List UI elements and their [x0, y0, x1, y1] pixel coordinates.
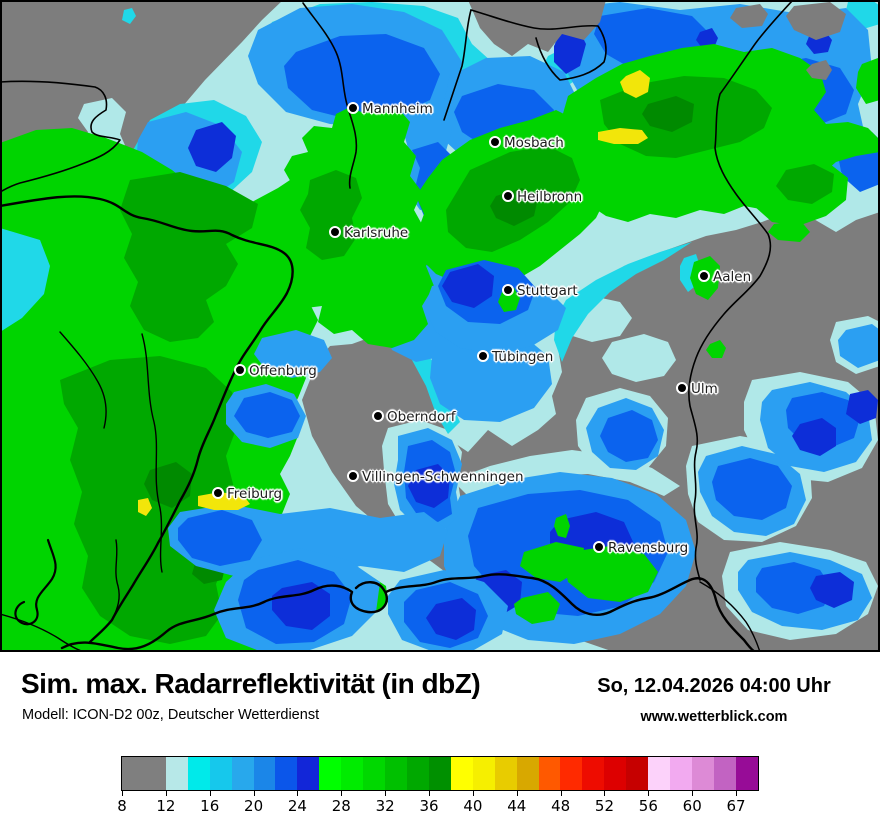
legend-tickmark-60	[692, 791, 694, 796]
legend-tickmark-67	[736, 791, 738, 796]
legend-ticklabel-48: 48	[551, 797, 571, 815]
city-dot-offenburg	[234, 364, 246, 376]
city-dot-ulm	[676, 382, 688, 394]
legend-ticklabel-8: 8	[117, 797, 127, 815]
legend-ticklabel-44: 44	[507, 797, 527, 815]
city-dot-heilbronn	[502, 190, 514, 202]
legend-ticklabel-16: 16	[200, 797, 220, 815]
radar-map: Mannheim Mosbach Heilbronn Karlsruhe Stuttga…	[0, 0, 880, 652]
city-dot-oberndorf	[372, 410, 384, 422]
legend-color-bar	[121, 756, 759, 791]
city-label-heilbronn: Heilbronn	[517, 188, 583, 205]
legend-segment-16	[494, 757, 517, 790]
legend-segment-8	[319, 757, 342, 790]
legend-segment-17	[516, 757, 539, 790]
legend-segment-10	[363, 757, 386, 790]
legend-segment-27	[735, 757, 758, 790]
city-dot-karlsruhe	[329, 226, 341, 238]
website-url: www.wetterblick.com	[640, 709, 788, 725]
legend-tickmark-56	[648, 791, 650, 796]
radar-layer-yellow	[138, 70, 650, 516]
legend-segment-26	[713, 757, 736, 790]
legend-ticklabel-67: 67	[726, 797, 746, 815]
legend-segment-21	[604, 757, 627, 790]
model-info: Modell: ICON-D2 00z, Deutscher Wetterdie…	[22, 707, 320, 723]
legend-tickmark-48	[560, 791, 562, 796]
city-label-villingen-schwenningen: Villingen-Schwenningen	[362, 468, 524, 485]
city-label-freiburg: Freiburg	[227, 485, 283, 502]
legend-segment-15	[472, 757, 495, 790]
city-label-ulm: Ulm	[691, 380, 718, 397]
legend-ticklabel-32: 32	[375, 797, 395, 815]
city-label-mosbach: Mosbach	[504, 134, 564, 151]
map-frame	[0, 0, 880, 652]
legend-tickmark-28	[341, 791, 343, 796]
city-dot-mosbach	[489, 136, 501, 148]
legend-tickmark-36	[429, 791, 431, 796]
legend-segment-11	[385, 757, 407, 790]
city-dot-aalen	[698, 270, 710, 282]
legend-ticklabel-12: 12	[156, 797, 176, 815]
legend-segment-5	[253, 757, 276, 790]
page-title: Sim. max. Radarreflektivität (in dbZ)	[21, 668, 481, 699]
legend-segment-4	[231, 757, 254, 790]
dbz-color-legend: 8 12 16 20 24 28 32 36 40 44 48 52 56 60 67	[0, 652, 880, 830]
legend-tickmark-12	[165, 791, 167, 796]
city-label-t-bingen: Tübingen	[492, 348, 554, 365]
city-dot-villingen-schwenningen	[347, 470, 359, 482]
city-label-offenburg: Offenburg	[249, 362, 317, 379]
legend-ticklabel-56: 56	[638, 797, 658, 815]
legend-ticklabel-52: 52	[594, 797, 615, 815]
city-label-karlsruhe: Karlsruhe	[344, 224, 409, 241]
city-dot-stuttgart	[502, 284, 514, 296]
legend-segment-18	[538, 757, 561, 790]
legend-tickmark-32	[385, 791, 387, 796]
radar-layer-blue-over-green	[168, 260, 566, 652]
legend-ticklabel-28: 28	[331, 797, 351, 815]
legend-segment-23	[648, 757, 671, 790]
city-dot-mannheim	[347, 102, 359, 114]
legend-tickmark-40	[472, 791, 474, 796]
legend-segment-7	[297, 757, 320, 790]
legend-segment-25	[691, 757, 714, 790]
city-dot-t-bingen	[477, 350, 489, 362]
legend-tickmark-52	[604, 791, 606, 796]
legend-segment-19	[560, 757, 583, 790]
legend-tickmark-8	[122, 791, 123, 796]
legend-ticklabel-36: 36	[419, 797, 439, 815]
city-label-mannheim: Mannheim	[362, 100, 433, 117]
city-dot-ravensburg	[593, 541, 605, 553]
legend-tickmark-20	[253, 791, 255, 796]
legend-tickmark-16	[209, 791, 211, 796]
legend-tickmark-44	[516, 791, 518, 796]
legend-ticklabel-20: 20	[244, 797, 264, 815]
legend-segment-24	[670, 757, 692, 790]
legend-segment-13	[428, 757, 451, 790]
city-label-stuttgart: Stuttgart	[517, 282, 578, 299]
legend-segment-2	[187, 757, 210, 790]
legend-ticklabel-60: 60	[682, 797, 702, 815]
legend-segment-14	[450, 757, 473, 790]
legend-segment-12	[407, 757, 429, 790]
map-borders	[0, 0, 794, 652]
city-label-oberndorf: Oberndorf	[387, 408, 456, 425]
legend-ticklabel-24: 24	[287, 797, 307, 815]
city-label-ravensburg: Ravensburg	[608, 539, 689, 556]
legend-segment-0	[122, 757, 166, 790]
footer-right-column: So, 12.04.2026 04:00 Uhr www.wetterblick…	[573, 675, 855, 725]
legend-segment-20	[582, 757, 605, 790]
legend-segment-1	[165, 757, 188, 790]
legend-segment-22	[626, 757, 649, 790]
legend-segment-9	[341, 757, 364, 790]
radar-graphic	[0, 0, 880, 652]
legend-ticklabel-40: 40	[463, 797, 483, 815]
forecast-datetime: So, 12.04.2026 04:00 Uhr	[597, 675, 831, 697]
city-label-aalen: Aalen	[713, 268, 752, 285]
legend-tickmark-24	[297, 791, 299, 796]
legend-segment-3	[209, 757, 232, 790]
legend-segment-6	[275, 757, 298, 790]
city-dot-freiburg	[212, 487, 224, 499]
